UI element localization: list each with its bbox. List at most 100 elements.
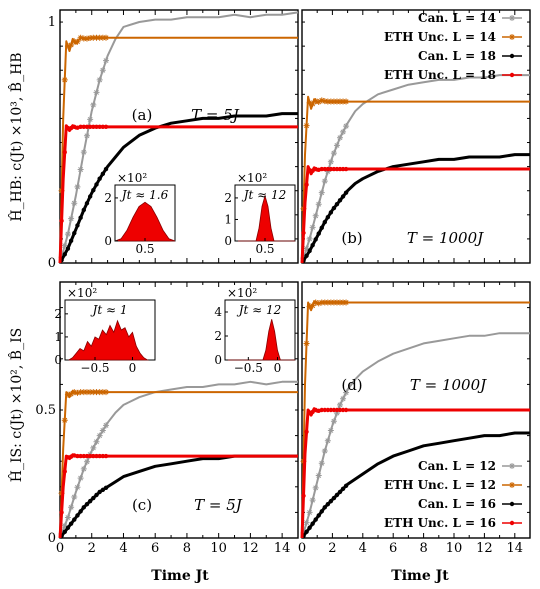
series-point-2 (62, 529, 67, 535)
series-point-1 (90, 34, 97, 41)
series-point-2 (94, 492, 99, 498)
series-point-3 (328, 407, 334, 413)
series-point-3 (65, 125, 71, 131)
x-tick-label: 14 (507, 541, 524, 556)
series-point-2 (78, 509, 83, 514)
inset-y-tick-label: 1 (54, 330, 62, 344)
legend-entry: Can. L = 18 (418, 49, 496, 63)
series-point-2 (100, 487, 106, 493)
series-point-2 (91, 495, 96, 501)
series-point-0 (306, 509, 313, 516)
series-point-2 (103, 166, 109, 172)
series-line-0 (59, 11, 299, 264)
series-point-2 (87, 194, 93, 199)
legend-entry: Can. L = 14 (418, 11, 496, 25)
series-point-0 (330, 150, 337, 157)
series-point-3 (84, 453, 90, 459)
y-tick-label: 0 (48, 531, 56, 546)
series-point-3 (325, 166, 331, 172)
series-point-1 (309, 100, 316, 107)
series-point-1 (71, 38, 78, 45)
panel-annotation: (b) (341, 229, 362, 247)
series-point-0 (303, 519, 310, 526)
series-point-1 (83, 35, 90, 42)
series-point-2 (62, 252, 67, 257)
series-point-0 (318, 189, 325, 196)
series-point-3 (91, 124, 96, 130)
series-point-0 (80, 149, 87, 156)
inset-time-label: Jt ≈ 1 (90, 303, 128, 317)
series-line-0 (301, 74, 530, 264)
series-point-2 (337, 198, 343, 203)
series-point-0 (83, 458, 90, 465)
series-point-3 (59, 510, 64, 515)
series-point-2 (81, 505, 87, 510)
series-line-2 (58, 112, 298, 264)
series-point-2 (343, 190, 349, 195)
series-point-3 (94, 453, 99, 459)
series-point-0 (68, 215, 75, 222)
x-tick-label: 2 (328, 541, 336, 556)
y-tick-label: 0 (48, 256, 56, 271)
series-point-1 (87, 389, 94, 396)
series-point-2 (328, 498, 334, 504)
x-tick-label: 8 (419, 541, 427, 556)
series-point-3 (81, 124, 87, 130)
y-tick-label: 0.5 (35, 403, 56, 418)
top-ylabel: Ĥ_HB: c(Jt) ×10³, B̂_HB (7, 52, 25, 221)
series-point-2 (84, 201, 90, 206)
series-point-0 (303, 245, 310, 252)
series-point-1 (337, 98, 343, 105)
series-point-0 (330, 418, 337, 425)
x-tick-label: 4 (359, 541, 367, 556)
series-point-0 (333, 410, 340, 417)
legend-marker (509, 482, 515, 488)
series-point-1 (96, 389, 103, 396)
series-point-2 (68, 238, 74, 244)
series-point-0 (93, 438, 100, 445)
series-point-0 (327, 427, 334, 434)
inset-frame (224, 299, 296, 361)
series-point-0 (99, 427, 106, 434)
panel-annotation: (a) (132, 106, 153, 124)
y-tick-label: 1 (48, 15, 56, 30)
inset-y-tick-label: 0 (214, 353, 222, 367)
x-tick-label: 6 (151, 541, 159, 556)
series-point-0 (80, 465, 87, 472)
series-point-0 (340, 395, 347, 402)
bottom-ylabel: Ĥ_IS: c(Jt) ×10², B̂_IS (7, 328, 25, 482)
series-point-0 (315, 201, 322, 208)
series-point-3 (340, 407, 346, 413)
series-point-1 (103, 389, 110, 396)
series-point-2 (325, 502, 331, 507)
inset-y-tick-label: 0 (54, 353, 62, 367)
inset-y-tick-label: 2 (54, 307, 62, 321)
xlabel-left: Time Jt (151, 568, 209, 584)
series-point-0 (64, 231, 71, 238)
series-point-0 (71, 494, 78, 501)
series-point-3 (322, 407, 327, 413)
series-point-0 (96, 432, 103, 439)
series-point-1 (327, 98, 334, 105)
inset-a-1: 0.5 0 1 2 ×10² Jt ≈ 12 (224, 171, 296, 256)
series-line-0 (301, 332, 530, 539)
temperature-label: T = 5J (194, 496, 243, 514)
series-point-2 (319, 225, 324, 231)
series-point-1 (333, 299, 340, 306)
series-point-0 (321, 178, 328, 185)
series-point-3 (334, 407, 340, 413)
series-point-0 (87, 116, 94, 123)
series-point-0 (93, 89, 100, 96)
series-point-0 (83, 132, 90, 139)
series-point-3 (103, 124, 109, 130)
series-point-3 (91, 453, 96, 459)
series-point-1 (90, 389, 97, 396)
series-point-0 (99, 67, 106, 74)
series-point-0 (337, 401, 343, 408)
series-point-1 (61, 76, 68, 83)
series-point-3 (78, 124, 83, 130)
series-point-2 (328, 210, 334, 215)
series-point-1 (87, 35, 94, 42)
series-point-0 (333, 142, 340, 149)
series-point-0 (61, 522, 68, 529)
